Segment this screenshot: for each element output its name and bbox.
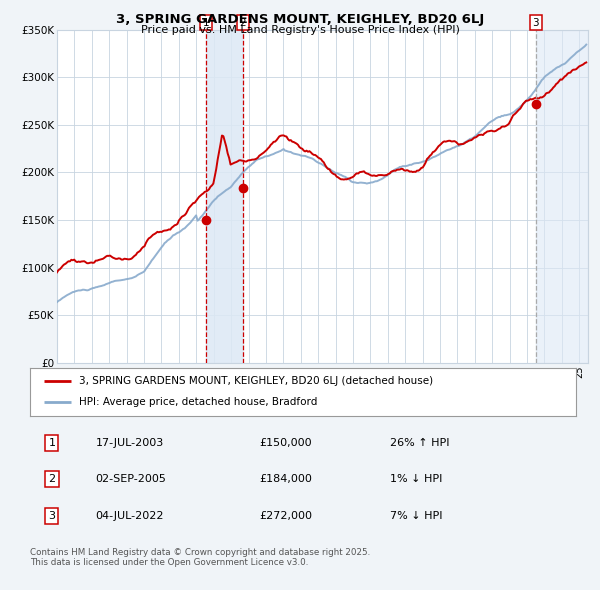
Text: 1% ↓ HPI: 1% ↓ HPI	[391, 474, 443, 484]
Text: £272,000: £272,000	[259, 511, 313, 520]
Text: £184,000: £184,000	[259, 474, 312, 484]
Text: 2: 2	[239, 18, 246, 28]
Text: 3: 3	[533, 18, 539, 28]
Text: 3, SPRING GARDENS MOUNT, KEIGHLEY, BD20 6LJ (detached house): 3, SPRING GARDENS MOUNT, KEIGHLEY, BD20 …	[79, 376, 433, 386]
Text: 04-JUL-2022: 04-JUL-2022	[95, 511, 164, 520]
Text: Price paid vs. HM Land Registry's House Price Index (HPI): Price paid vs. HM Land Registry's House …	[140, 25, 460, 35]
Text: 7% ↓ HPI: 7% ↓ HPI	[391, 511, 443, 520]
Text: 17-JUL-2003: 17-JUL-2003	[95, 438, 164, 448]
Text: 2: 2	[48, 474, 55, 484]
Bar	[206, 30, 243, 363]
Text: 1: 1	[202, 18, 209, 28]
Text: 3: 3	[49, 511, 55, 520]
Text: 02-SEP-2005: 02-SEP-2005	[95, 474, 166, 484]
Text: 3, SPRING GARDENS MOUNT, KEIGHLEY, BD20 6LJ: 3, SPRING GARDENS MOUNT, KEIGHLEY, BD20 …	[116, 13, 484, 26]
Text: HPI: Average price, detached house, Bradford: HPI: Average price, detached house, Brad…	[79, 398, 317, 408]
Text: 26% ↑ HPI: 26% ↑ HPI	[391, 438, 450, 448]
Bar	[536, 30, 588, 363]
Text: £150,000: £150,000	[259, 438, 312, 448]
Text: Contains HM Land Registry data © Crown copyright and database right 2025.
This d: Contains HM Land Registry data © Crown c…	[30, 548, 370, 567]
Text: 1: 1	[49, 438, 55, 448]
